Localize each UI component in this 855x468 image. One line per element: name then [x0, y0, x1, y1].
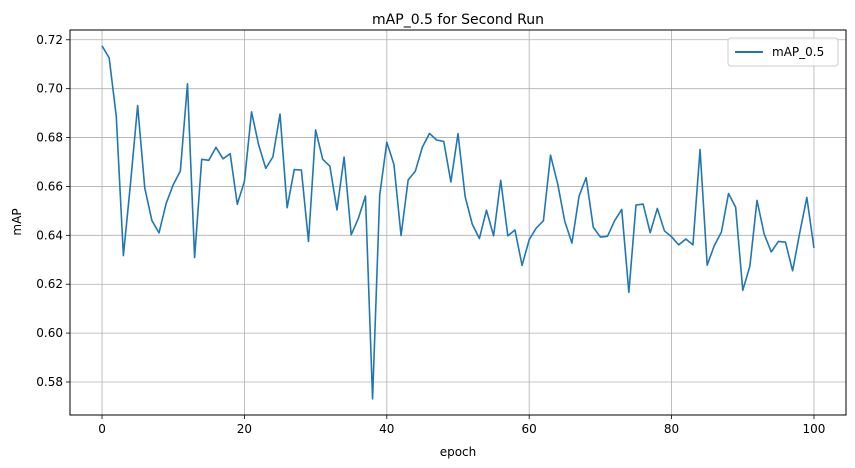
y-tick-label: 0.72 — [36, 33, 63, 47]
legend-box — [727, 37, 839, 67]
x-tick-label: 40 — [379, 422, 394, 436]
y-tick-label: 0.66 — [36, 179, 63, 193]
x-tick-label: 20 — [237, 422, 252, 436]
y-axis-ticks: 0.58 0.60 0.62 0.64 0.66 0.68 0.70 0.72 — [36, 33, 70, 389]
plot-area-frame — [69, 29, 847, 416]
y-tick-label: 0.68 — [36, 131, 63, 145]
x-tick-label: 80 — [664, 422, 679, 436]
y-tick-label: 0.70 — [36, 82, 63, 96]
chart-title: mAP_0.5 for Second Run — [372, 12, 544, 28]
y-tick-label: 0.64 — [36, 228, 63, 242]
x-tick-label: 0 — [98, 422, 106, 436]
x-axis-ticks: 0 20 40 60 80 100 — [98, 415, 825, 436]
y-tick-label: 0.60 — [36, 326, 63, 340]
x-axis-label: epoch — [440, 445, 477, 459]
legend: mAP_0.5 — [727, 37, 839, 67]
y-tick-label: 0.62 — [36, 277, 63, 291]
legend-label: mAP_0.5 — [772, 45, 824, 59]
x-tick-label: 100 — [803, 422, 826, 436]
y-tick-label: 0.58 — [36, 375, 63, 389]
series-group — [101, 45, 815, 400]
y-axis-label: mAP — [10, 208, 24, 235]
x-tick-label: 60 — [522, 422, 537, 436]
series-line — [101, 45, 815, 400]
